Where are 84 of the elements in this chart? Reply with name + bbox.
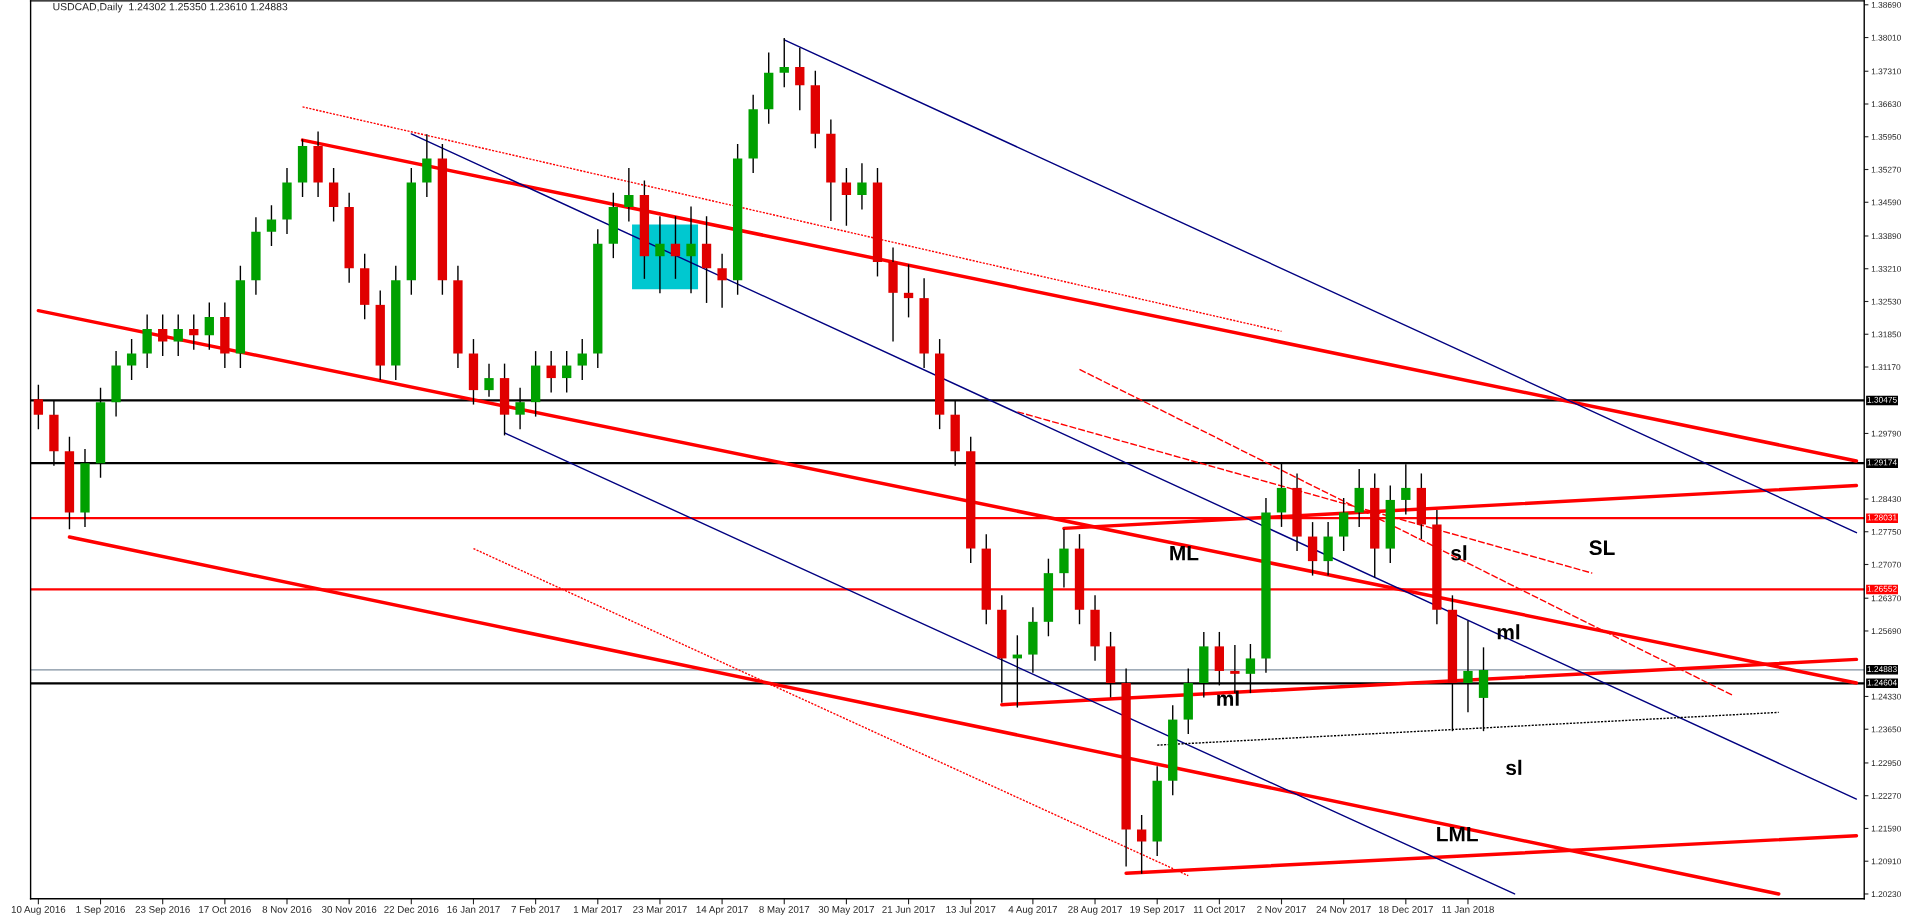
x-tick-label: 8 May 2017	[759, 905, 810, 915]
annotation: LML	[1437, 826, 1478, 842]
y-tick-label: 1.32530	[1871, 298, 1901, 305]
y-tick-label: 1.24330	[1871, 693, 1901, 700]
candlestick	[624, 167, 634, 223]
x-tick-label: 24 Nov 2017	[1316, 905, 1371, 913]
y-tick-label: 1.22270	[1871, 792, 1901, 799]
annotation: ML	[1170, 545, 1199, 561]
candlestick	[857, 162, 867, 211]
candlestick	[717, 253, 727, 309]
x-tick-label: 17 Oct 2016	[199, 905, 251, 913]
y-tick-label: 1.35270	[1871, 166, 1901, 173]
x-tick-label: 23 Sep 2016	[135, 905, 190, 915]
candlestick	[158, 313, 168, 357]
y-tick-label: 1.27750	[1871, 528, 1901, 535]
y-tick-label: 1.31850	[1871, 331, 1901, 338]
candlestick	[577, 338, 587, 381]
x-tick-label: 10 Aug 2016	[11, 905, 66, 915]
y-tick-label: 1.29790	[1871, 430, 1901, 437]
x-tick-label: 11 Jan 2018	[1442, 905, 1494, 913]
ref-line-label: 1.28031	[1867, 514, 1897, 521]
candlestick	[562, 350, 572, 394]
y-tick-label: 1.36630	[1871, 101, 1901, 108]
x-tick-label: 18 Dec 2017	[1378, 905, 1433, 913]
y-tick-label: 1.33210	[1871, 265, 1901, 272]
candlestick	[266, 204, 277, 247]
candlestick	[173, 313, 183, 357]
x-tick-label: 23 Mar 2017	[633, 905, 687, 913]
chart-title: USDCAD,Daily 1.24302 1.25350 1.23610 1.24883	[53, 2, 288, 13]
candlestick	[189, 313, 199, 351]
x-tick-label: 19 Sep 2017	[1130, 905, 1185, 915]
x-tick-label: 1 Sep 2016	[76, 905, 125, 915]
y-tick-label: 1.38690	[1871, 1, 1901, 8]
x-tick-label: 13 Jul 2017	[946, 905, 996, 913]
candlestick	[1136, 814, 1147, 875]
y-tick-label: 1.26370	[1871, 595, 1901, 602]
y-tick-label: 1.27070	[1871, 561, 1901, 568]
y-tick-label: 1.31170	[1871, 364, 1901, 371]
candlestick	[841, 167, 852, 227]
y-tick-label: 1.35950	[1871, 133, 1901, 140]
candlestick	[204, 301, 214, 351]
candlestick	[686, 205, 696, 294]
ref-line-label: 1.24604	[1867, 679, 1897, 686]
y-tick-label: 1.25690	[1871, 628, 1901, 635]
candlestick	[795, 46, 805, 111]
x-tick-label: 2 Nov 2017	[1257, 905, 1306, 913]
x-tick-label: 7 Feb 2017	[511, 905, 560, 913]
y-tick-label: 1.23650	[1871, 726, 1901, 733]
candlestick	[903, 263, 914, 319]
candlestick	[655, 215, 665, 294]
ref-line-label: 1.30475	[1867, 396, 1897, 403]
ref-line-label: 1.24883	[1867, 666, 1897, 673]
x-tick-label: 30 May 2017	[818, 905, 875, 915]
y-tick-label: 1.38010	[1871, 34, 1901, 41]
y-tick-label: 1.20230	[1871, 891, 1901, 898]
ref-line-label: 1.26552	[1867, 585, 1897, 592]
annotation: sl	[1506, 759, 1522, 776]
x-tick-label: 4 Aug 2017	[1008, 905, 1057, 915]
y-tick-label: 1.37310	[1871, 68, 1901, 75]
ref-line-label: 1.29174	[1867, 459, 1897, 466]
y-tick-label: 1.34590	[1871, 199, 1901, 206]
annotation: ml	[1497, 624, 1520, 640]
candlestick	[546, 350, 556, 394]
x-tick-label: 11 Oct 2017	[1193, 905, 1245, 913]
x-tick-label: 21 Jun 2017	[882, 905, 935, 913]
x-tick-label: 8 Nov 2016	[262, 905, 312, 913]
annotation: SL	[1589, 540, 1615, 556]
x-tick-label: 1 Mar 2017	[573, 905, 622, 913]
candlestick	[670, 215, 681, 280]
candlestick	[484, 362, 494, 398]
candlestick	[779, 37, 789, 88]
y-tick-label: 1.20910	[1871, 858, 1901, 865]
y-tick-label: 1.22950	[1871, 760, 1901, 767]
x-tick-label: 14 Apr 2017	[696, 905, 748, 915]
candlestick	[126, 338, 137, 381]
x-tick-label: 30 Nov 2016	[321, 905, 377, 913]
annotation: ml	[1217, 690, 1239, 706]
x-tick-label: 28 Aug 2017	[1068, 905, 1122, 915]
y-tick-label: 1.28430	[1871, 496, 1901, 503]
y-tick-label: 1.21590	[1871, 825, 1901, 832]
x-tick-label: 16 Jan 2017	[447, 905, 500, 913]
annotation: sl	[1451, 545, 1467, 561]
y-tick-label: 1.33890	[1871, 233, 1901, 240]
x-tick-label: 22 Dec 2016	[384, 905, 439, 913]
